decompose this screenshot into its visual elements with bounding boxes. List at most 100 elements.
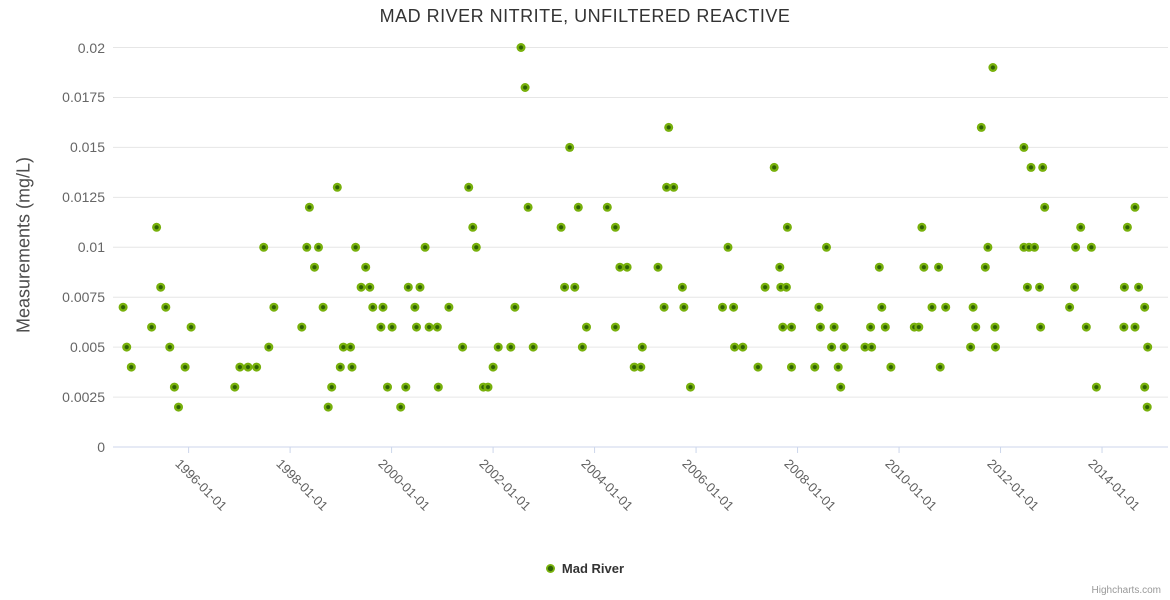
- data-point[interactable]: [1130, 202, 1140, 212]
- data-point[interactable]: [488, 362, 498, 372]
- data-point[interactable]: [415, 282, 425, 292]
- data-point[interactable]: [520, 83, 530, 92]
- data-point[interactable]: [867, 342, 877, 352]
- data-point[interactable]: [610, 222, 620, 232]
- data-point[interactable]: [602, 202, 612, 212]
- data-point[interactable]: [161, 302, 171, 312]
- data-point[interactable]: [444, 302, 454, 312]
- data-point[interactable]: [493, 342, 503, 352]
- data-point[interactable]: [1130, 322, 1140, 332]
- data-point[interactable]: [833, 362, 843, 372]
- data-point[interactable]: [760, 282, 770, 292]
- data-point[interactable]: [723, 242, 733, 252]
- data-point[interactable]: [410, 302, 420, 312]
- data-point[interactable]: [412, 322, 421, 332]
- data-point[interactable]: [914, 322, 924, 332]
- data-point[interactable]: [637, 342, 647, 352]
- data-point[interactable]: [327, 382, 337, 392]
- data-point[interactable]: [917, 222, 927, 232]
- data-point[interactable]: [860, 342, 870, 352]
- data-point[interactable]: [659, 302, 669, 312]
- data-point[interactable]: [152, 222, 162, 232]
- data-point[interactable]: [778, 322, 788, 332]
- data-point[interactable]: [506, 342, 516, 352]
- data-point[interactable]: [1026, 162, 1036, 172]
- data-point[interactable]: [560, 282, 570, 292]
- data-point[interactable]: [346, 342, 355, 352]
- data-point[interactable]: [433, 382, 443, 392]
- data-point[interactable]: [787, 322, 796, 332]
- data-point[interactable]: [729, 302, 739, 312]
- highcharts-credit[interactable]: Highcharts.com: [1091, 585, 1161, 596]
- data-point[interactable]: [1030, 242, 1039, 252]
- data-point[interactable]: [664, 122, 674, 132]
- data-point[interactable]: [622, 262, 632, 272]
- data-point[interactable]: [252, 362, 262, 372]
- data-point[interactable]: [1140, 382, 1150, 392]
- data-point[interactable]: [669, 182, 679, 192]
- data-point[interactable]: [1035, 282, 1045, 292]
- data-point[interactable]: [424, 322, 434, 332]
- data-point[interactable]: [582, 322, 591, 332]
- data-point[interactable]: [468, 222, 478, 232]
- data-point[interactable]: [971, 322, 981, 332]
- data-point[interactable]: [1070, 282, 1080, 292]
- data-point[interactable]: [368, 302, 378, 312]
- data-point[interactable]: [662, 182, 672, 192]
- data-point[interactable]: [988, 63, 998, 72]
- data-point[interactable]: [983, 242, 993, 252]
- data-point[interactable]: [968, 302, 978, 312]
- data-point[interactable]: [126, 362, 136, 372]
- data-point[interactable]: [318, 302, 328, 312]
- data-point[interactable]: [180, 362, 190, 372]
- data-point[interactable]: [941, 302, 951, 312]
- data-point[interactable]: [573, 202, 583, 212]
- data-point[interactable]: [351, 242, 361, 252]
- data-point[interactable]: [836, 382, 846, 392]
- data-point[interactable]: [230, 382, 240, 392]
- data-point[interactable]: [610, 322, 620, 332]
- data-point[interactable]: [464, 182, 474, 192]
- data-point[interactable]: [243, 362, 253, 372]
- legend-item-mad-river[interactable]: Mad River: [545, 561, 624, 576]
- data-point[interactable]: [378, 302, 388, 312]
- data-point[interactable]: [528, 342, 538, 352]
- data-point[interactable]: [556, 222, 566, 232]
- data-point[interactable]: [1071, 242, 1081, 252]
- data-point[interactable]: [332, 182, 342, 192]
- data-point[interactable]: [874, 262, 884, 272]
- data-point[interactable]: [259, 242, 269, 252]
- data-point[interactable]: [165, 342, 175, 352]
- data-point[interactable]: [822, 242, 831, 252]
- data-point[interactable]: [335, 362, 345, 372]
- data-point[interactable]: [934, 262, 944, 272]
- data-point[interactable]: [401, 382, 411, 392]
- data-point[interactable]: [877, 302, 887, 312]
- data-point[interactable]: [118, 302, 128, 312]
- data-point[interactable]: [1122, 222, 1132, 232]
- data-point[interactable]: [304, 202, 314, 212]
- data-point[interactable]: [365, 282, 375, 292]
- data-point[interactable]: [787, 362, 796, 372]
- data-point[interactable]: [1134, 282, 1144, 292]
- data-point[interactable]: [1091, 382, 1101, 392]
- data-point[interactable]: [686, 382, 695, 392]
- data-point[interactable]: [769, 162, 779, 172]
- data-point[interactable]: [815, 322, 825, 332]
- data-point[interactable]: [990, 322, 1000, 332]
- data-point[interactable]: [1040, 202, 1050, 212]
- data-point[interactable]: [1119, 322, 1129, 332]
- data-point[interactable]: [338, 342, 348, 352]
- data-point[interactable]: [1065, 302, 1075, 312]
- data-point[interactable]: [403, 282, 413, 292]
- data-point[interactable]: [814, 302, 824, 312]
- data-point[interactable]: [1038, 162, 1048, 172]
- data-point[interactable]: [980, 262, 990, 272]
- data-point[interactable]: [1143, 342, 1153, 352]
- data-point[interactable]: [122, 342, 132, 352]
- data-point[interactable]: [1022, 282, 1032, 292]
- data-point[interactable]: [570, 282, 580, 292]
- data-point[interactable]: [976, 122, 986, 132]
- data-point[interactable]: [523, 202, 533, 212]
- data-point[interactable]: [1036, 322, 1046, 332]
